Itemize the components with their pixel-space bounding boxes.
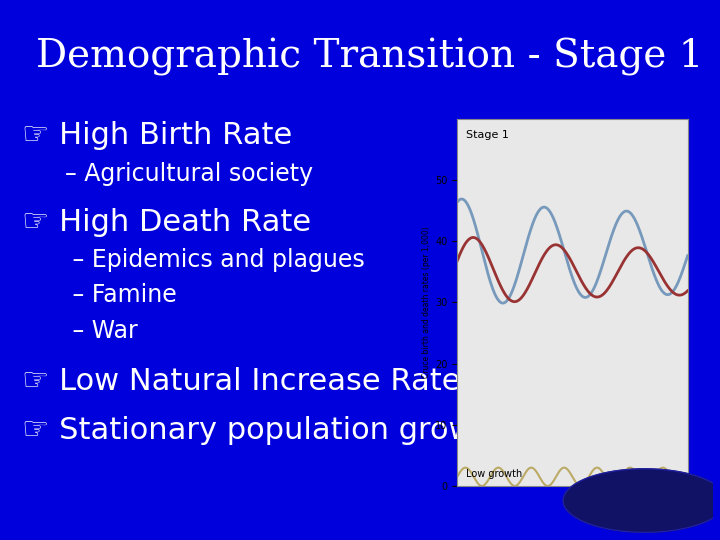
Text: Demographic Transition - Stage 1: Demographic Transition - Stage 1: [36, 38, 703, 76]
Text: – Agricultural society: – Agricultural society: [50, 162, 313, 186]
Text: – War: – War: [50, 319, 138, 342]
Text: ☞ High Death Rate: ☞ High Death Rate: [22, 208, 311, 237]
Text: – Epidemics and plagues: – Epidemics and plagues: [50, 248, 365, 272]
Text: ☞ High Birth Rate: ☞ High Birth Rate: [22, 122, 292, 151]
Text: – Famine: – Famine: [50, 284, 177, 307]
Text: Stage 1: Stage 1: [467, 130, 509, 140]
Text: ☞ Low Natural Increase Rate: ☞ Low Natural Increase Rate: [22, 367, 460, 396]
Y-axis label: Cruce birth and death rates (per 1,000): Cruce birth and death rates (per 1,000): [422, 226, 431, 379]
Text: ☞ Stationary population growth: ☞ Stationary population growth: [22, 416, 505, 445]
Text: Low growth: Low growth: [467, 469, 523, 478]
Polygon shape: [563, 469, 720, 532]
